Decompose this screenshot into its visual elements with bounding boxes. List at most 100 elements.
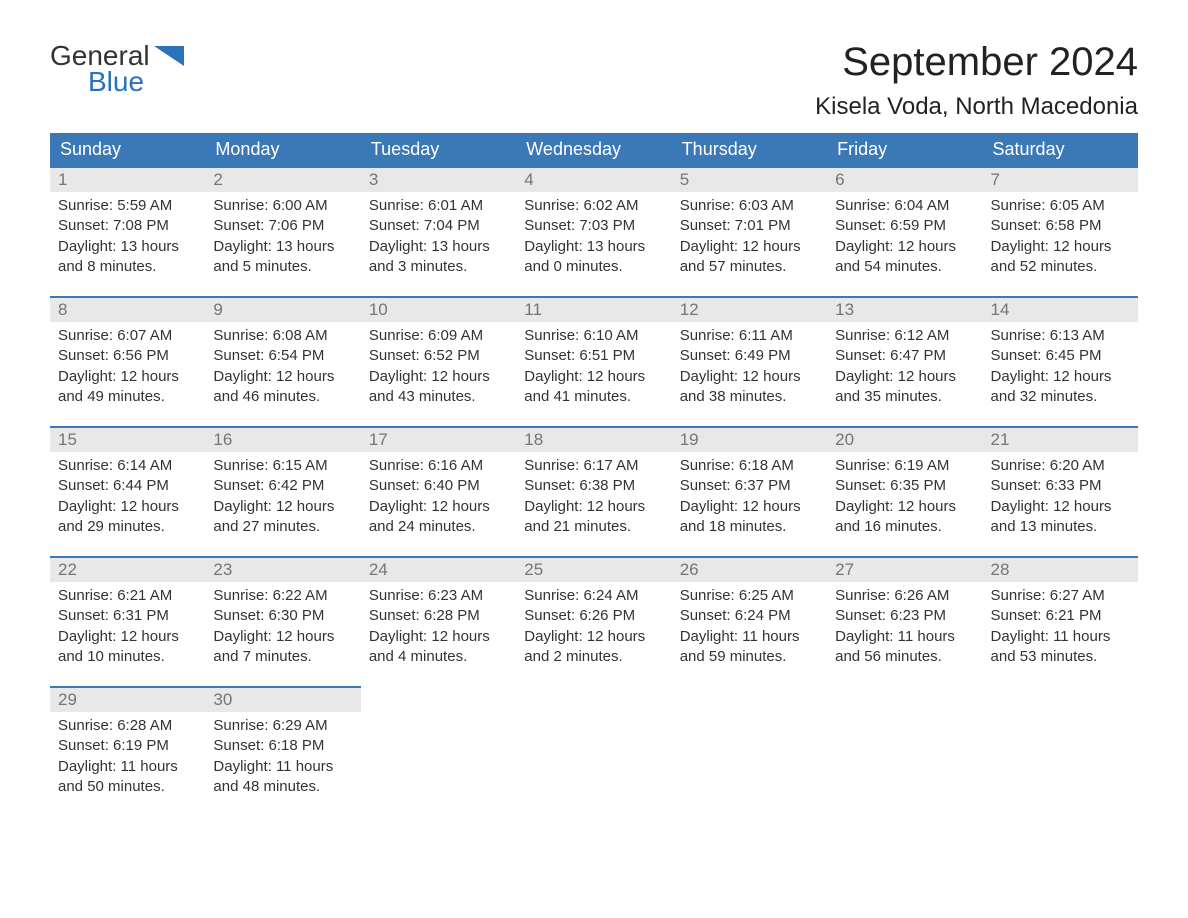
day-number: 21 bbox=[983, 428, 1138, 452]
empty-cell bbox=[983, 687, 1138, 816]
daylight-line2: and 50 minutes. bbox=[58, 777, 197, 797]
sunset-line: Sunset: 7:01 PM bbox=[680, 216, 819, 236]
day-number: 5 bbox=[672, 168, 827, 192]
sunrise-line: Sunrise: 6:03 AM bbox=[680, 196, 819, 216]
daylight-line1: Daylight: 12 hours bbox=[524, 627, 663, 647]
daylight-line1: Daylight: 12 hours bbox=[213, 367, 352, 387]
day-cell: 24Sunrise: 6:23 AMSunset: 6:28 PMDayligh… bbox=[361, 557, 516, 687]
daylight-line2: and 16 minutes. bbox=[835, 517, 974, 537]
day-number: 26 bbox=[672, 558, 827, 582]
daylight-line2: and 7 minutes. bbox=[213, 647, 352, 667]
day-body: Sunrise: 6:23 AMSunset: 6:28 PMDaylight:… bbox=[361, 582, 516, 675]
sunrise-line: Sunrise: 6:02 AM bbox=[524, 196, 663, 216]
daylight-line2: and 13 minutes. bbox=[991, 517, 1130, 537]
day-cell: 15Sunrise: 6:14 AMSunset: 6:44 PMDayligh… bbox=[50, 427, 205, 557]
day-cell: 2Sunrise: 6:00 AMSunset: 7:06 PMDaylight… bbox=[205, 167, 360, 297]
daylight-line1: Daylight: 12 hours bbox=[991, 237, 1130, 257]
sunrise-line: Sunrise: 6:23 AM bbox=[369, 586, 508, 606]
daylight-line1: Daylight: 12 hours bbox=[213, 497, 352, 517]
sunrise-line: Sunrise: 6:12 AM bbox=[835, 326, 974, 346]
sunset-line: Sunset: 6:30 PM bbox=[213, 606, 352, 626]
day-number: 11 bbox=[516, 298, 671, 322]
day-number: 7 bbox=[983, 168, 1138, 192]
day-body: Sunrise: 6:08 AMSunset: 6:54 PMDaylight:… bbox=[205, 322, 360, 415]
day-number: 15 bbox=[50, 428, 205, 452]
sunrise-line: Sunrise: 6:27 AM bbox=[991, 586, 1130, 606]
day-body: Sunrise: 6:29 AMSunset: 6:18 PMDaylight:… bbox=[205, 712, 360, 805]
sunset-line: Sunset: 6:31 PM bbox=[58, 606, 197, 626]
day-number: 2 bbox=[205, 168, 360, 192]
day-number: 8 bbox=[50, 298, 205, 322]
daylight-line1: Daylight: 12 hours bbox=[991, 367, 1130, 387]
sunset-line: Sunset: 6:58 PM bbox=[991, 216, 1130, 236]
day-body: Sunrise: 6:15 AMSunset: 6:42 PMDaylight:… bbox=[205, 452, 360, 545]
sunset-line: Sunset: 6:56 PM bbox=[58, 346, 197, 366]
daylight-line2: and 21 minutes. bbox=[524, 517, 663, 537]
daylight-line1: Daylight: 12 hours bbox=[58, 497, 197, 517]
day-cell: 30Sunrise: 6:29 AMSunset: 6:18 PMDayligh… bbox=[205, 687, 360, 816]
sunset-line: Sunset: 6:54 PM bbox=[213, 346, 352, 366]
daylight-line1: Daylight: 11 hours bbox=[213, 757, 352, 777]
daylight-line2: and 56 minutes. bbox=[835, 647, 974, 667]
day-number: 13 bbox=[827, 298, 982, 322]
day-cell: 26Sunrise: 6:25 AMSunset: 6:24 PMDayligh… bbox=[672, 557, 827, 687]
sunset-line: Sunset: 6:26 PM bbox=[524, 606, 663, 626]
flag-icon bbox=[154, 46, 184, 66]
day-body: Sunrise: 6:18 AMSunset: 6:37 PMDaylight:… bbox=[672, 452, 827, 545]
sunset-line: Sunset: 6:35 PM bbox=[835, 476, 974, 496]
daylight-line1: Daylight: 12 hours bbox=[369, 367, 508, 387]
sunset-line: Sunset: 6:37 PM bbox=[680, 476, 819, 496]
day-cell: 21Sunrise: 6:20 AMSunset: 6:33 PMDayligh… bbox=[983, 427, 1138, 557]
sunrise-line: Sunrise: 6:21 AM bbox=[58, 586, 197, 606]
day-number: 23 bbox=[205, 558, 360, 582]
sunrise-line: Sunrise: 6:00 AM bbox=[213, 196, 352, 216]
sunset-line: Sunset: 6:21 PM bbox=[991, 606, 1130, 626]
empty-cell bbox=[361, 687, 516, 816]
day-cell: 10Sunrise: 6:09 AMSunset: 6:52 PMDayligh… bbox=[361, 297, 516, 427]
day-cell: 29Sunrise: 6:28 AMSunset: 6:19 PMDayligh… bbox=[50, 687, 205, 816]
empty-cell bbox=[827, 687, 982, 816]
day-cell: 18Sunrise: 6:17 AMSunset: 6:38 PMDayligh… bbox=[516, 427, 671, 557]
daylight-line1: Daylight: 13 hours bbox=[524, 237, 663, 257]
daylight-line1: Daylight: 11 hours bbox=[835, 627, 974, 647]
sunrise-line: Sunrise: 6:05 AM bbox=[991, 196, 1130, 216]
sunset-line: Sunset: 6:47 PM bbox=[835, 346, 974, 366]
daylight-line2: and 43 minutes. bbox=[369, 387, 508, 407]
daylight-line1: Daylight: 11 hours bbox=[991, 627, 1130, 647]
daylight-line2: and 54 minutes. bbox=[835, 257, 974, 277]
sunset-line: Sunset: 6:23 PM bbox=[835, 606, 974, 626]
daylight-line2: and 52 minutes. bbox=[991, 257, 1130, 277]
weekday-header: Thursday bbox=[672, 133, 827, 167]
location: Kisela Voda, North Macedonia bbox=[815, 93, 1138, 121]
day-number: 22 bbox=[50, 558, 205, 582]
day-cell: 12Sunrise: 6:11 AMSunset: 6:49 PMDayligh… bbox=[672, 297, 827, 427]
sunrise-line: Sunrise: 5:59 AM bbox=[58, 196, 197, 216]
day-cell: 9Sunrise: 6:08 AMSunset: 6:54 PMDaylight… bbox=[205, 297, 360, 427]
sunset-line: Sunset: 6:19 PM bbox=[58, 736, 197, 756]
day-body: Sunrise: 6:19 AMSunset: 6:35 PMDaylight:… bbox=[827, 452, 982, 545]
day-cell: 20Sunrise: 6:19 AMSunset: 6:35 PMDayligh… bbox=[827, 427, 982, 557]
daylight-line2: and 18 minutes. bbox=[680, 517, 819, 537]
daylight-line1: Daylight: 12 hours bbox=[213, 627, 352, 647]
day-cell: 27Sunrise: 6:26 AMSunset: 6:23 PMDayligh… bbox=[827, 557, 982, 687]
day-number: 29 bbox=[50, 688, 205, 712]
day-body: Sunrise: 6:03 AMSunset: 7:01 PMDaylight:… bbox=[672, 192, 827, 285]
daylight-line2: and 59 minutes. bbox=[680, 647, 819, 667]
day-number: 20 bbox=[827, 428, 982, 452]
sunrise-line: Sunrise: 6:01 AM bbox=[369, 196, 508, 216]
daylight-line2: and 2 minutes. bbox=[524, 647, 663, 667]
day-number: 1 bbox=[50, 168, 205, 192]
day-number: 14 bbox=[983, 298, 1138, 322]
calendar-body: 1Sunrise: 5:59 AMSunset: 7:08 PMDaylight… bbox=[50, 167, 1138, 816]
daylight-line1: Daylight: 12 hours bbox=[58, 367, 197, 387]
empty-cell bbox=[672, 687, 827, 816]
sunrise-line: Sunrise: 6:10 AM bbox=[524, 326, 663, 346]
sunrise-line: Sunrise: 6:22 AM bbox=[213, 586, 352, 606]
sunset-line: Sunset: 7:03 PM bbox=[524, 216, 663, 236]
day-body: Sunrise: 6:20 AMSunset: 6:33 PMDaylight:… bbox=[983, 452, 1138, 545]
day-body: Sunrise: 6:26 AMSunset: 6:23 PMDaylight:… bbox=[827, 582, 982, 675]
sunrise-line: Sunrise: 6:17 AM bbox=[524, 456, 663, 476]
sunset-line: Sunset: 6:18 PM bbox=[213, 736, 352, 756]
day-body: Sunrise: 6:01 AMSunset: 7:04 PMDaylight:… bbox=[361, 192, 516, 285]
sunrise-line: Sunrise: 6:16 AM bbox=[369, 456, 508, 476]
